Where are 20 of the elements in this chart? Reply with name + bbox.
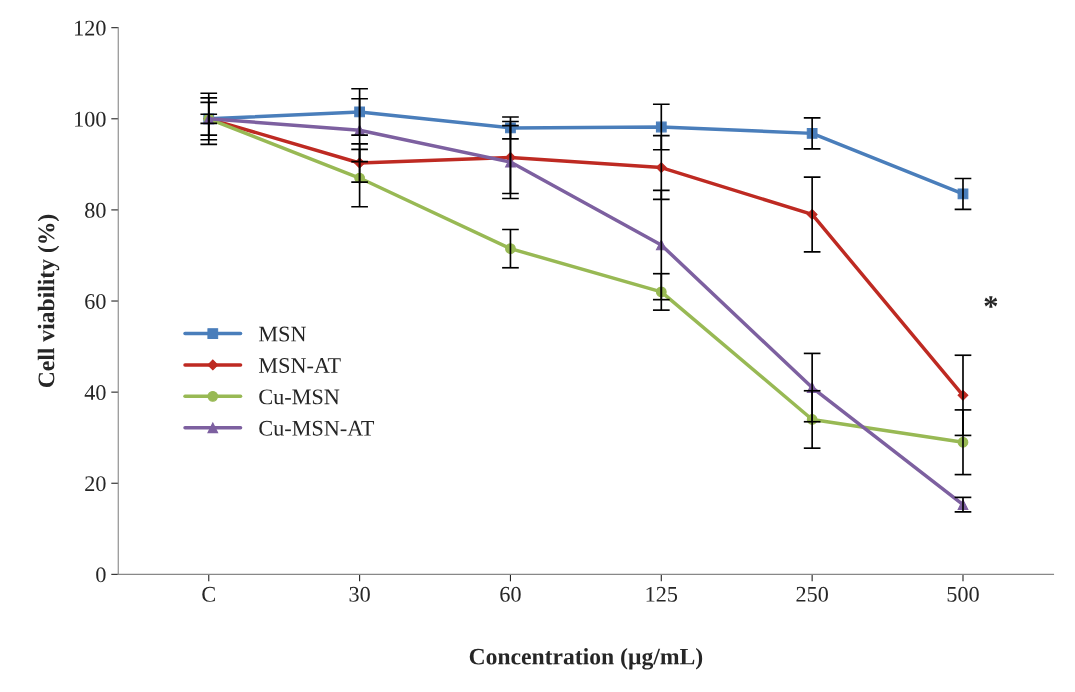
legend-label: MSN	[258, 326, 306, 342]
y-tick-label: 20	[85, 476, 106, 492]
x-axis-title: Concentration (µg/mL)	[469, 647, 703, 670]
y-tick-label: 100	[75, 111, 106, 127]
y-tick-label: 0	[96, 567, 106, 583]
x-tick-label: 60	[500, 586, 521, 602]
x-tick-label: 250	[796, 586, 828, 602]
legend-label: Cu-MSN	[259, 389, 340, 405]
y-tick-label: 80	[85, 202, 106, 218]
legend-label: Cu-MSN-AT	[259, 420, 375, 436]
x-tick-label: C	[202, 586, 215, 602]
legend-label: MSN-AT	[258, 358, 341, 373]
y-tick-label: 60	[85, 293, 106, 309]
x-tick-label: 30	[349, 586, 370, 602]
y-tick-label: 120	[75, 20, 106, 36]
y-axis-title: Cell viability (%)	[37, 214, 60, 388]
y-tick-label: 40	[84, 385, 106, 401]
annotation: *	[984, 296, 998, 308]
x-tick-label: 500	[947, 586, 979, 602]
x-tick-label: 125	[646, 586, 678, 602]
